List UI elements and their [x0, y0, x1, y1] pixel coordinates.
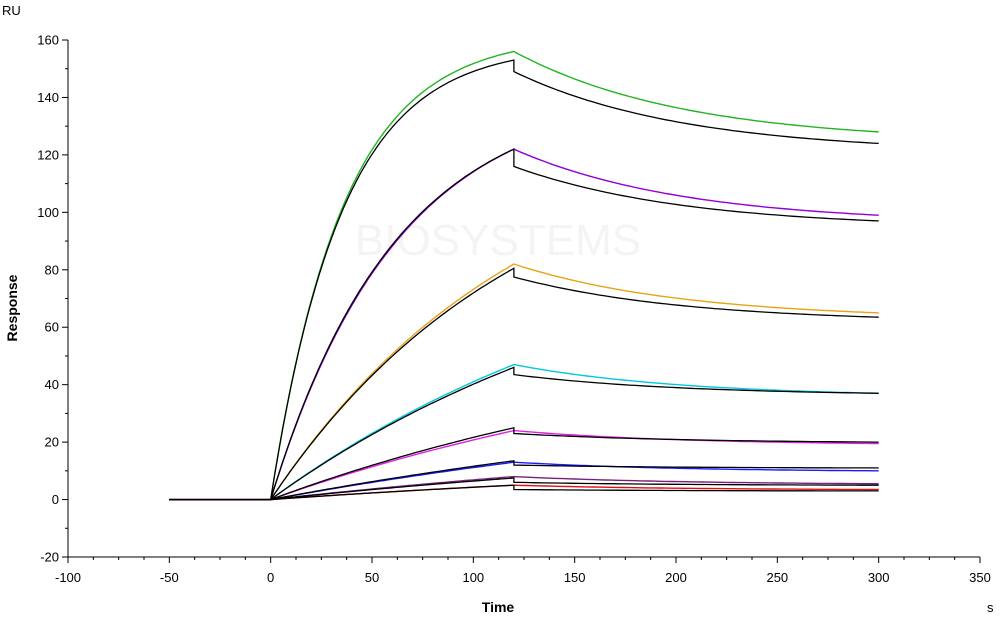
- y-tick-label: 100: [37, 205, 59, 220]
- x-tick-label: 300: [868, 570, 890, 585]
- watermark-text: BIOSYSTEMS: [355, 216, 641, 265]
- x-tick-label: 250: [766, 570, 788, 585]
- x-tick-label: -100: [55, 570, 81, 585]
- fit-line: [169, 59, 879, 501]
- series-line: [169, 429, 879, 501]
- y-tick-label: 80: [45, 262, 59, 277]
- x-tick-label: 100: [462, 570, 484, 585]
- x-tick-label: 50: [365, 570, 379, 585]
- y-tick-label: 0: [52, 492, 59, 507]
- x-tick-label: 350: [969, 570, 991, 585]
- fit-line: [169, 460, 879, 501]
- y-tick-label: 40: [45, 377, 59, 392]
- fit-line: [169, 426, 879, 501]
- y-axis-title: Response: [4, 274, 20, 341]
- y-axis-ticks: -20 0 20 40 60 80 100 120 140 160: [37, 33, 68, 565]
- series-layer: [169, 50, 879, 501]
- y-tick-label: 20: [45, 435, 59, 450]
- series-line: [169, 50, 879, 501]
- fit-layer: [169, 59, 879, 501]
- x-axis-unit: s: [987, 600, 994, 615]
- y-tick-label: 160: [37, 33, 59, 48]
- x-tick-label: 0: [267, 570, 274, 585]
- y-tick-label: 120: [37, 147, 59, 162]
- series-line: [169, 148, 879, 501]
- fit-line: [169, 477, 879, 501]
- watermark: BIOSYSTEMS: [355, 216, 641, 265]
- fit-line: [169, 267, 879, 501]
- x-tick-label: -50: [160, 570, 179, 585]
- x-tick-label: 200: [665, 570, 687, 585]
- fit-line: [169, 484, 879, 501]
- x-axis-ticks: -100 -50 0 50 100 150 200 250 300 350: [55, 557, 991, 585]
- y-tick-label: 60: [45, 320, 59, 335]
- fit-line: [169, 148, 879, 501]
- y-tick-label: -20: [40, 550, 59, 565]
- y-axis-unit: RU: [2, 3, 21, 18]
- fit-line: [169, 366, 879, 501]
- series-line: [169, 363, 879, 501]
- series-line: [169, 263, 879, 501]
- y-tick-label: 140: [37, 90, 59, 105]
- x-axis-title: Time: [482, 599, 515, 615]
- x-tick-label: 150: [564, 570, 586, 585]
